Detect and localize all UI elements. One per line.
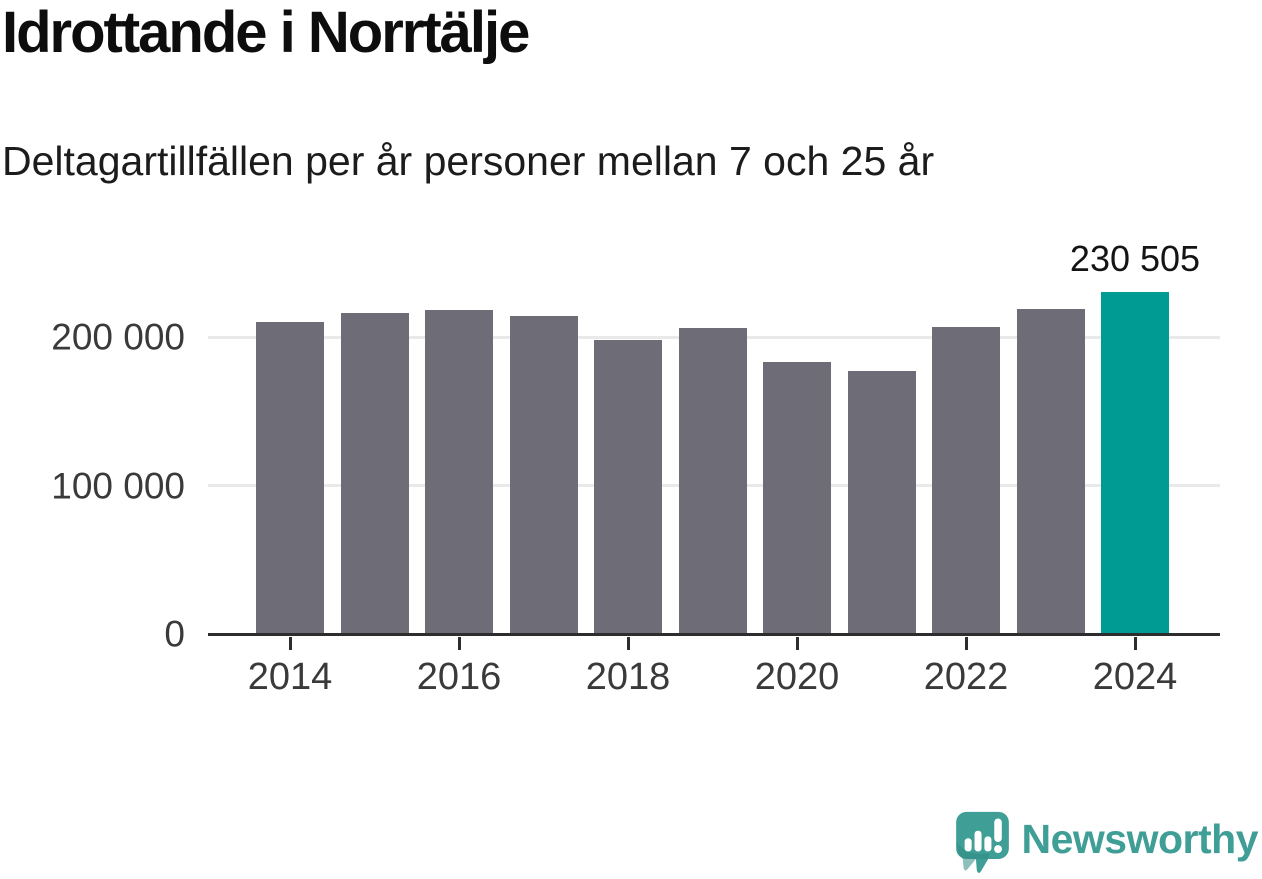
bar-2020 (763, 362, 831, 634)
y-axis-label-200000: 200 000 (51, 316, 185, 358)
x-tick-2016 (457, 637, 461, 650)
bar-2018 (594, 340, 662, 634)
bar-2021 (847, 371, 916, 634)
x-axis-label-2020: 2020 (754, 656, 840, 698)
y-axis-label-0: 0 (164, 613, 185, 655)
newsworthy-logo-icon (955, 811, 1009, 873)
bar-2015 (340, 313, 409, 634)
x-axis-line (208, 633, 1220, 636)
chart-title: Idrottande i Norrtälje (2, 0, 530, 65)
bar-2024 (1101, 292, 1169, 634)
bar-2016 (425, 310, 493, 634)
bar-2017 (509, 316, 578, 634)
bar-chart-plot-area: 2014 2016 2018 2020 2022 2024 230 505 (208, 240, 1220, 696)
newsworthy-logo: Newsworthy (954, 810, 1259, 874)
x-axis-label-2014: 2014 (247, 656, 333, 698)
y-axis-label-100000: 100 000 (51, 465, 185, 507)
bar-2022 (932, 327, 1000, 634)
x-tick-2018 (626, 637, 630, 650)
x-axis-label-2022: 2022 (923, 656, 1009, 698)
x-tick-2024 (1133, 637, 1137, 650)
x-axis-label-2016: 2016 (416, 656, 502, 698)
x-axis-label-2018: 2018 (585, 656, 671, 698)
x-tick-2014 (288, 637, 292, 650)
x-axis-label-2024: 2024 (1092, 656, 1178, 698)
x-tick-2020 (795, 637, 799, 650)
chart-subtitle: Deltagartillfällen per år personer mella… (2, 138, 935, 184)
newsworthy-logo-text: Newsworthy (1021, 815, 1259, 862)
bar-2023 (1016, 309, 1085, 634)
bar-2019 (678, 328, 747, 634)
x-tick-2022 (964, 637, 968, 650)
y-axis: 0 100 000 200 000 (0, 260, 185, 653)
value-label-2024: 230 505 (1069, 237, 1201, 279)
bar-2014 (256, 322, 324, 634)
